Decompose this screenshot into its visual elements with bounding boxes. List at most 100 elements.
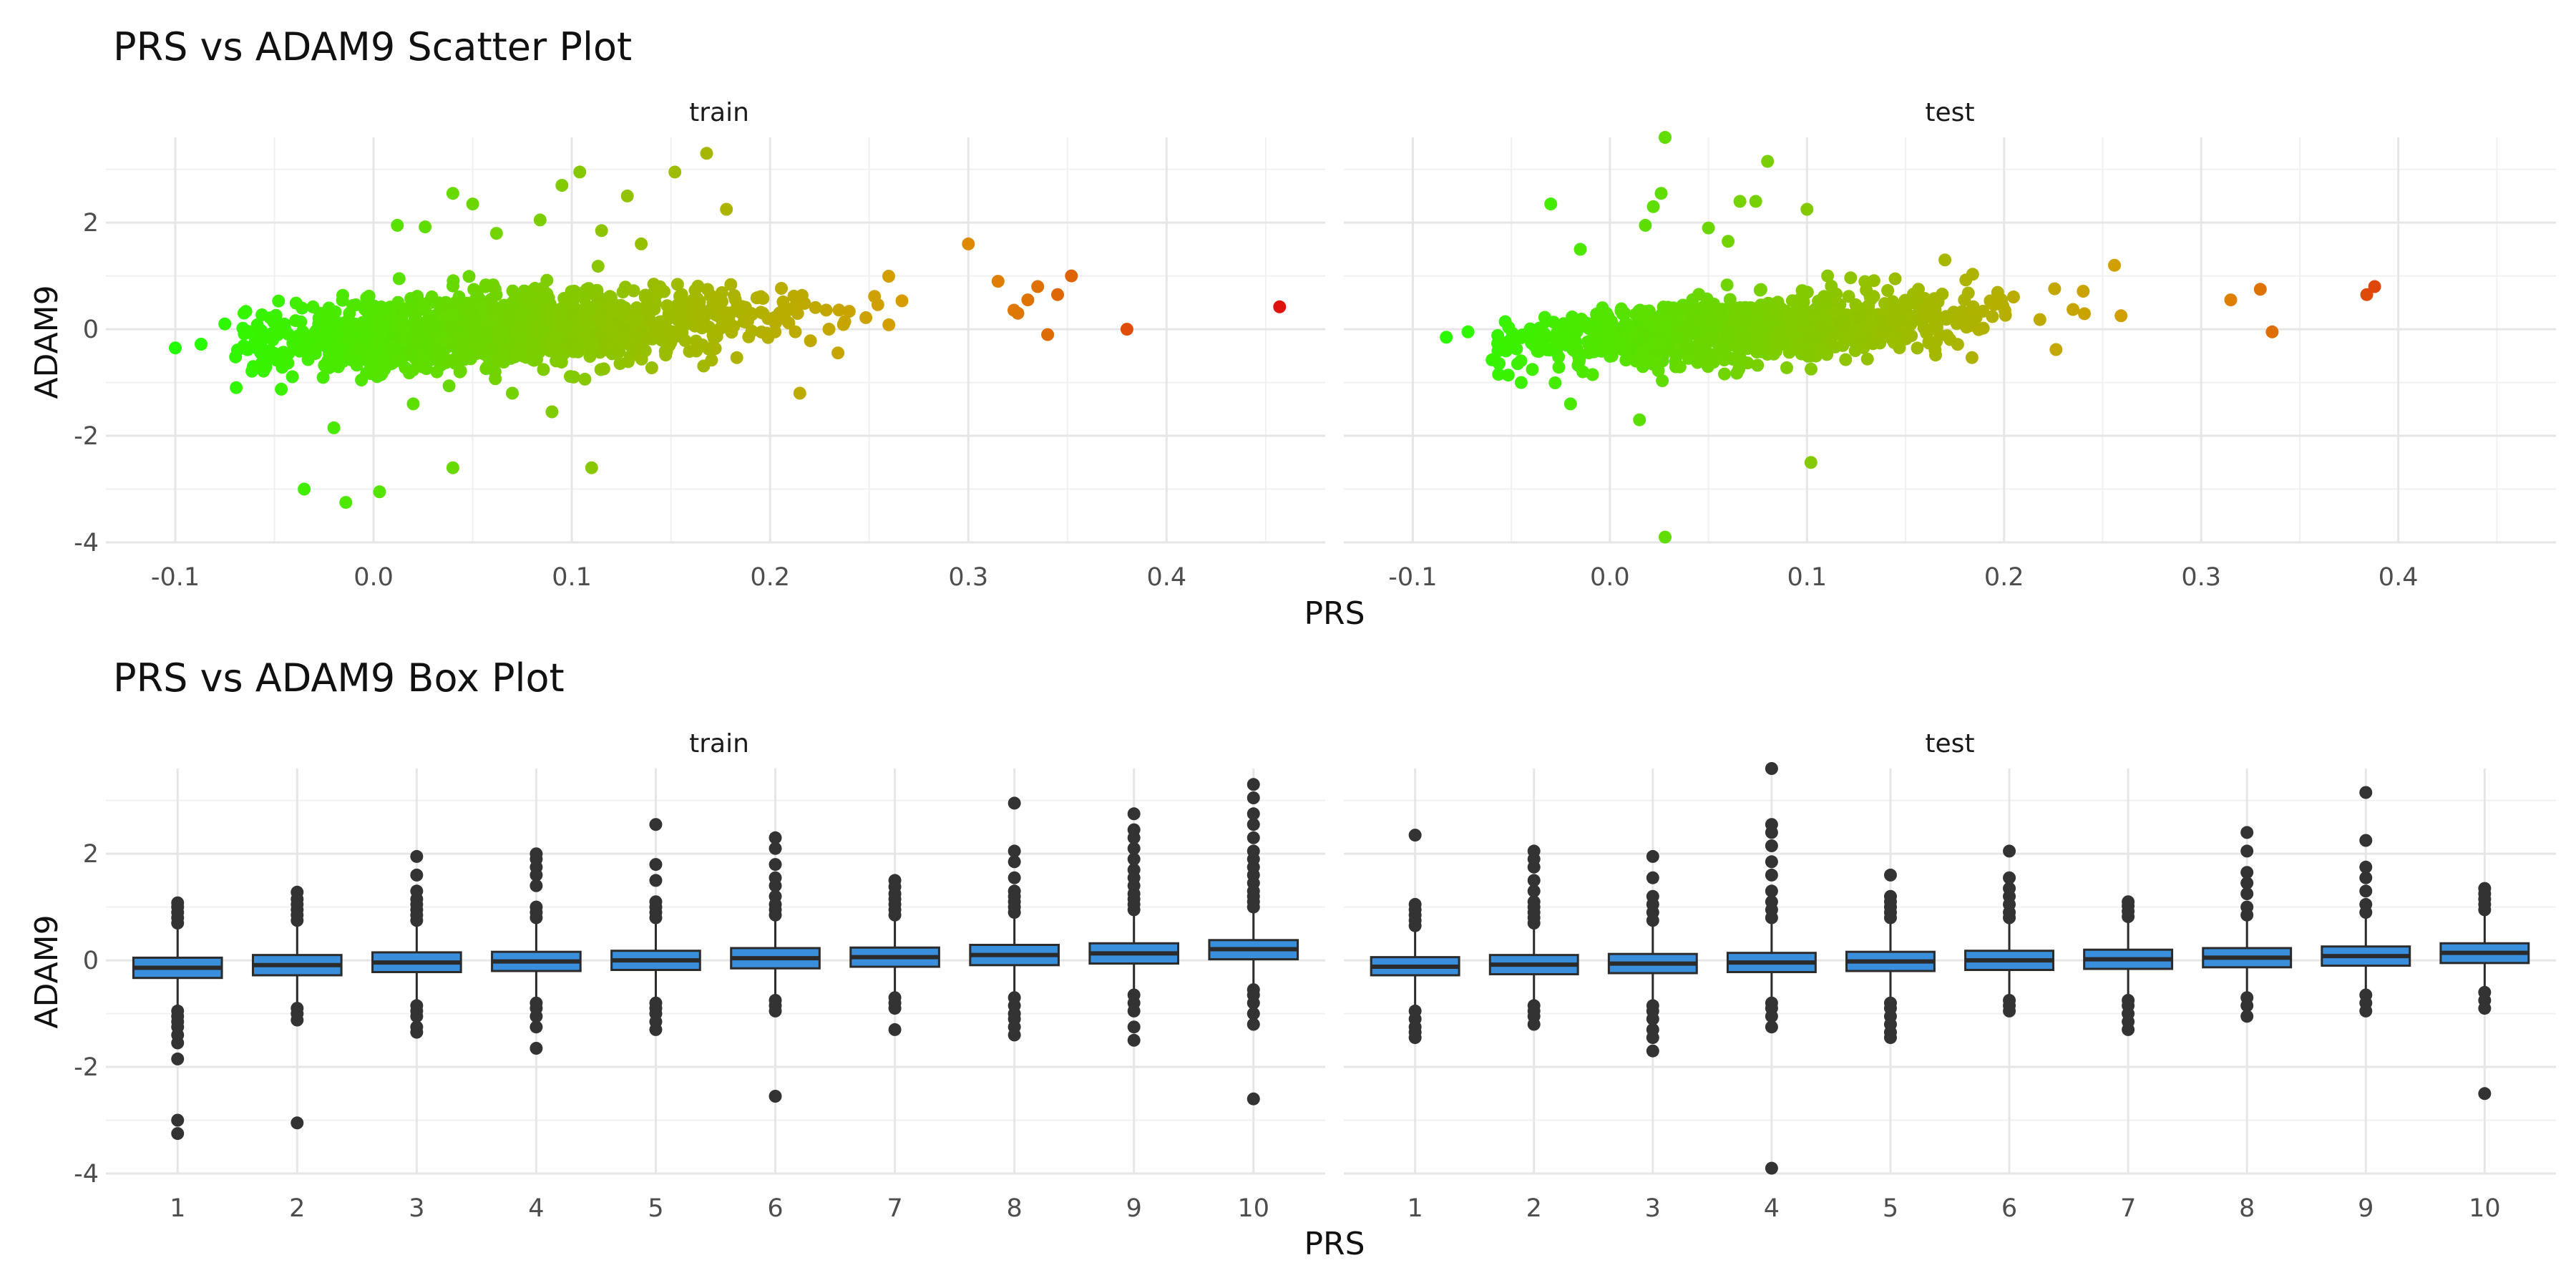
scatter-point [585, 461, 598, 474]
scatter-point [1837, 312, 1850, 326]
scatter-point [1787, 328, 1801, 341]
box-outlier [171, 1052, 185, 1065]
box-outlier [1765, 884, 1778, 898]
scatter-point [634, 327, 648, 341]
scatter-point [627, 284, 640, 298]
box-outlier [649, 818, 663, 831]
scatter-point [1771, 296, 1785, 309]
scatter-point [416, 300, 430, 313]
scatter-point [1722, 336, 1735, 350]
scatter-point [1809, 302, 1822, 316]
box-x-tick-label: 10 [1237, 1194, 1269, 1223]
scatter-point [859, 311, 873, 324]
box-x-tick-label: 3 [409, 1194, 424, 1223]
box-outlier [530, 1042, 543, 1055]
scatter-point [539, 313, 552, 327]
scatter-point [1899, 301, 1913, 314]
scatter-point [1586, 368, 1599, 381]
scatter-point [1724, 351, 1737, 365]
scatter-point [643, 301, 656, 315]
scatter-point [733, 306, 747, 319]
box-outlier [1646, 889, 1659, 903]
scatter-point [245, 364, 259, 378]
scatter-point [250, 341, 263, 355]
box-outlier [291, 1013, 304, 1027]
scatter-point [1676, 298, 1689, 312]
scatter-point [1721, 326, 1734, 340]
scatter-point [452, 322, 466, 336]
box-outlier [530, 1010, 543, 1023]
scatter-point [486, 325, 499, 338]
box-outlier [769, 831, 782, 844]
scatter-point [1654, 187, 1668, 200]
box-x-tick-label: 1 [1407, 1194, 1423, 1223]
scatter-point [2360, 288, 2373, 301]
scatter-point [275, 382, 288, 396]
scatter-point [439, 333, 452, 346]
scatter-point [575, 325, 589, 338]
scatter-point [1750, 338, 1764, 351]
scatter-point [681, 303, 695, 317]
scatter-point [447, 279, 459, 293]
scatter-point [1563, 397, 1577, 411]
scatter-point [454, 364, 467, 378]
scatter-point [255, 308, 269, 321]
scatter-point [1526, 363, 1539, 376]
box-outlier [1246, 844, 1260, 858]
scatter-point [1844, 271, 1858, 285]
box-outlier [1246, 1018, 1260, 1031]
scatter-point [702, 342, 716, 356]
scatter-point [756, 292, 770, 305]
scatter-point [1692, 288, 1706, 301]
scatter-point [345, 326, 358, 340]
scatter-point [394, 354, 408, 368]
scatter-point [1860, 283, 1873, 297]
scatter-point [1600, 306, 1613, 320]
scatter-point [391, 218, 404, 232]
scatter-point [1795, 284, 1809, 298]
scatter-point [635, 352, 648, 366]
scatter-point [809, 301, 822, 314]
scatter-point [256, 361, 270, 374]
scatter-point [229, 350, 243, 364]
box-x-tick-label: 5 [1883, 1194, 1898, 1223]
box-outlier [1765, 1161, 1778, 1175]
scatter-point [218, 317, 232, 331]
box-outlier [291, 885, 304, 899]
box-outlier [410, 868, 424, 882]
scatter-point [474, 300, 488, 313]
scatter-point [882, 270, 895, 283]
scatter-point [699, 308, 713, 322]
scatter-point [1701, 322, 1714, 336]
scatter-x-tick-label: 0.4 [1147, 563, 1187, 592]
scatter-point [415, 351, 429, 364]
scatter-point [344, 349, 358, 363]
scatter-point [1943, 333, 1957, 346]
scatter-point [567, 345, 580, 358]
box-outlier [1765, 1020, 1778, 1034]
box-outlier [1527, 1018, 1541, 1031]
scatter-point [895, 294, 909, 308]
scatter-point [696, 321, 709, 335]
scatter-point [2368, 280, 2381, 293]
box-outlier [1127, 1004, 1141, 1018]
scatter-point [488, 283, 502, 296]
box-outlier [1765, 855, 1778, 869]
scatter-point [1972, 323, 1986, 336]
scatter-point [1523, 322, 1537, 336]
box-outlier [888, 1023, 902, 1036]
scatter-point [238, 306, 250, 320]
scatter-point [436, 348, 449, 361]
box-y-axis-label: ADAM9 [29, 914, 65, 1028]
scatter-point [590, 311, 604, 324]
box-y-tick-label: 2 [83, 840, 99, 869]
box-outlier [649, 895, 663, 909]
scatter-point [1702, 360, 1714, 374]
box-x-tick-label: 3 [1645, 1194, 1661, 1223]
scatter-point [604, 324, 618, 338]
scatter-point [263, 344, 277, 358]
scatter-point [1587, 345, 1601, 358]
box-outlier [410, 1010, 424, 1023]
box-outlier [1765, 895, 1778, 909]
scatter-point [700, 147, 713, 160]
